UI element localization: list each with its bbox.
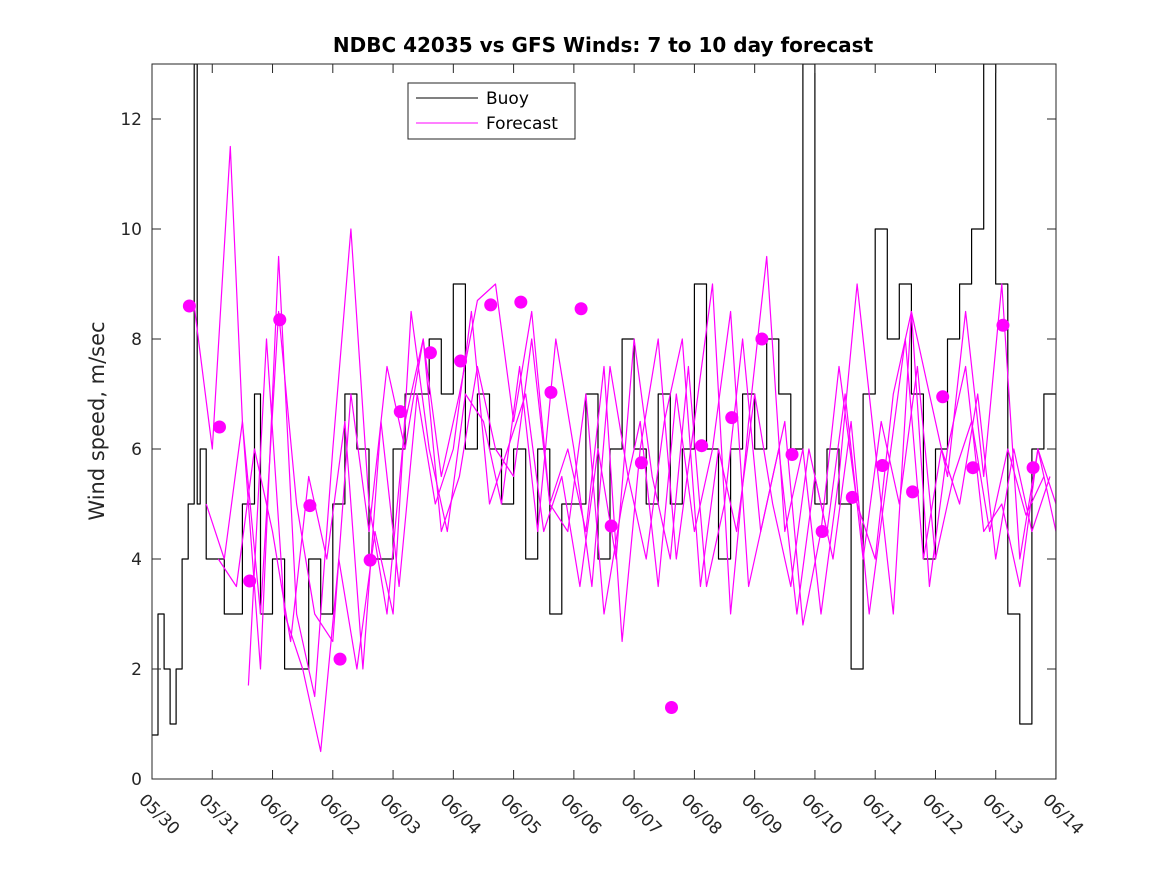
forecast-marker (212, 420, 226, 434)
forecast-marker (514, 295, 528, 309)
series-line-buoy (152, 64, 1056, 779)
forecast-marker (815, 525, 829, 538)
y-tick-label: 8 (131, 330, 142, 350)
legend-box (407, 82, 576, 140)
forecast-marker (996, 318, 1010, 332)
y-axis-label: Wind speed, m/sec (85, 321, 109, 520)
y-tick-label: 4 (131, 550, 142, 570)
forecast-marker (393, 405, 407, 419)
plot-area (152, 64, 1056, 779)
legend: Buoy Forecast (407, 82, 576, 140)
forecast-marker (243, 574, 257, 588)
forecast-marker (544, 385, 558, 399)
forecast-marker (303, 499, 317, 513)
forecast-marker (664, 701, 678, 714)
forecast-marker (182, 299, 196, 313)
y-tick-label: 12 (120, 110, 142, 130)
forecast-marker (273, 313, 287, 327)
forecast-marker (423, 346, 437, 360)
marker-layer (182, 295, 1040, 714)
y-tick-label: 2 (131, 660, 142, 680)
series-line-forecast-4 (247, 310, 1045, 753)
forecast-marker (755, 332, 769, 346)
y-tick-label: 10 (120, 220, 142, 240)
forecast-marker (966, 461, 980, 475)
forecast-marker (725, 411, 739, 425)
chart-title: NDBC 42035 vs GFS Winds: 7 to 10 day for… (333, 33, 874, 57)
y-tick-label: 6 (131, 440, 142, 460)
forecast-marker (845, 490, 859, 504)
forecast-marker (454, 354, 468, 368)
forecast-marker (604, 519, 618, 533)
forecast-marker (333, 652, 347, 666)
forecast-marker (574, 302, 588, 316)
legend-label-buoy: Buoy (486, 89, 529, 109)
y-tick-label: 0 (131, 770, 142, 790)
axes-box (151, 63, 1057, 780)
series-line-forecast-2 (205, 310, 1056, 643)
forecast-marker (1026, 461, 1040, 475)
forecast-marker (906, 485, 920, 499)
forecast-marker (875, 459, 889, 472)
forecast-marker (936, 390, 950, 404)
forecast-marker (695, 439, 709, 453)
legend-label-forecast: Forecast (486, 114, 558, 134)
forecast-marker (484, 298, 498, 312)
series-layer (152, 64, 1056, 779)
forecast-marker (363, 553, 377, 567)
forecast-marker (785, 448, 799, 461)
forecast-marker (634, 456, 648, 470)
